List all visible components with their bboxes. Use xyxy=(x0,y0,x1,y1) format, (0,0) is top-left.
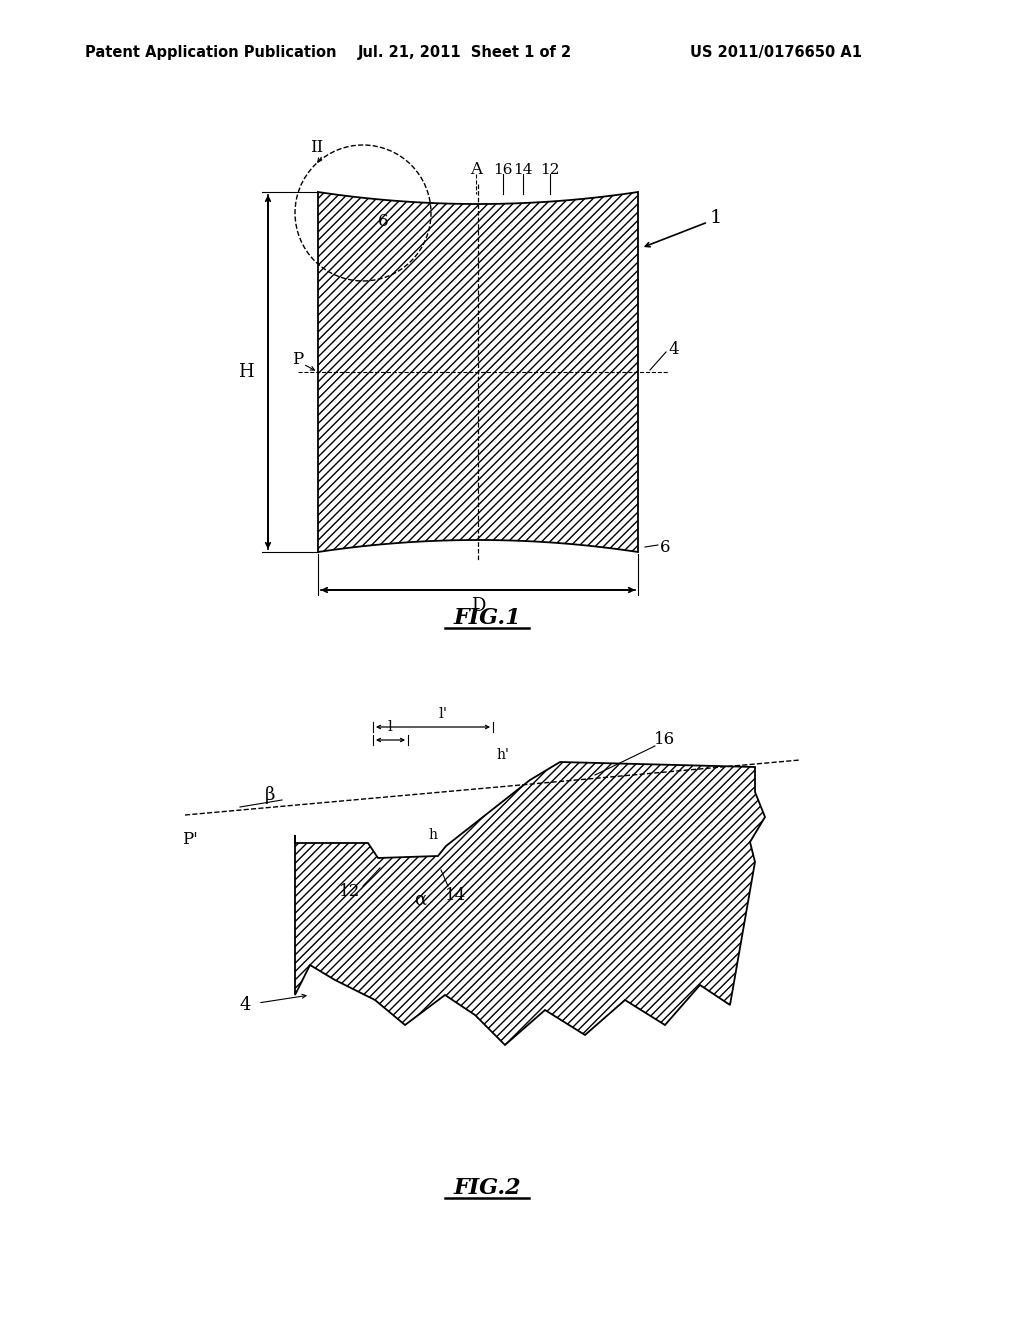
Text: 6: 6 xyxy=(660,540,671,557)
Text: h: h xyxy=(428,828,437,842)
Text: P: P xyxy=(293,351,304,368)
Text: FIG.2: FIG.2 xyxy=(454,1177,521,1199)
Text: 16: 16 xyxy=(654,731,676,748)
Text: 16: 16 xyxy=(494,162,513,177)
Text: D: D xyxy=(471,597,485,615)
Text: US 2011/0176650 A1: US 2011/0176650 A1 xyxy=(690,45,862,59)
Text: 1: 1 xyxy=(710,209,722,227)
Text: H: H xyxy=(239,363,254,381)
Text: Jul. 21, 2011  Sheet 1 of 2: Jul. 21, 2011 Sheet 1 of 2 xyxy=(358,45,572,59)
Text: α: α xyxy=(414,891,426,909)
Text: 12: 12 xyxy=(339,883,360,900)
Text: 12: 12 xyxy=(541,162,560,177)
Text: P': P' xyxy=(182,832,198,849)
Text: β: β xyxy=(265,785,275,804)
Text: 4: 4 xyxy=(240,997,251,1014)
Text: 14: 14 xyxy=(445,887,467,903)
Text: h': h' xyxy=(497,748,509,762)
Text: l: l xyxy=(388,719,393,734)
Text: FIG.1: FIG.1 xyxy=(454,607,521,630)
Polygon shape xyxy=(295,762,765,1045)
Text: 6: 6 xyxy=(378,214,388,231)
Text: 14: 14 xyxy=(513,162,532,177)
Text: II: II xyxy=(310,140,324,157)
Text: Patent Application Publication: Patent Application Publication xyxy=(85,45,337,59)
Text: l': l' xyxy=(438,708,447,721)
Text: A: A xyxy=(470,161,482,178)
Polygon shape xyxy=(318,191,638,552)
Text: 4: 4 xyxy=(668,342,679,359)
